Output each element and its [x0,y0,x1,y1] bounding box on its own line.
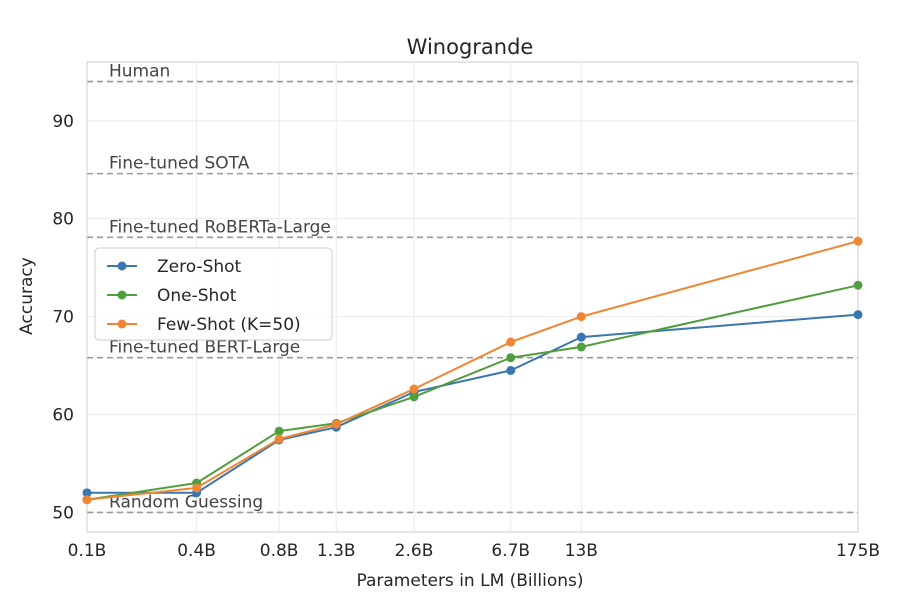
y-tick-label: 70 [52,308,74,328]
series-line [86,240,859,501]
reference-line-label: Human [109,62,170,82]
data-point [576,342,586,352]
legend-box [94,247,333,341]
series-layer [82,236,863,505]
reference-line-label: Fine-tuned SOTA [109,154,250,174]
reference-lines: Human Fine-tuned SOTA Fine-tuned RoBERTa-L… [87,62,858,514]
data-point [274,434,284,444]
legend-swatch-marker [117,261,127,271]
y-tick-label: 60 [52,406,74,426]
x-axis-label: Parameters in LM (Billions) [356,571,583,591]
legend: Zero-Shot One-Shot Few-Shot (K=50) [94,247,333,341]
x-tick-label: 2.6B [395,541,434,561]
y-tick-label: 50 [52,503,74,523]
data-point [506,353,516,363]
legend-label: One-Shot [157,286,237,306]
chart-title: Winogrande [407,35,534,59]
data-point [274,426,284,436]
data-point [576,332,586,342]
y-axis-label: Accuracy [17,257,37,335]
data-point [409,384,419,394]
legend-label: Few-Shot (K=50) [157,315,301,335]
data-point [853,280,863,290]
x-tick-label: 0.8B [260,541,299,561]
reference-line-label: Fine-tuned BERT-Large [109,338,300,358]
series-line [86,284,859,501]
data-point [853,310,863,320]
y-tick-label: 90 [52,112,74,132]
x-tick-label: 0.1B [68,541,107,561]
legend-label: Zero-Shot [157,257,242,277]
legend-swatch-marker [117,319,127,329]
data-point [506,365,516,375]
data-point [409,392,419,402]
tick-labels: 0.1B 0.4B 0.8B 1.3B 2.6B 6.7B 13B 175B 50 60 70 80 9… [52,112,880,561]
data-point [331,419,341,429]
data-point [506,337,516,347]
series-group [82,236,863,505]
data-point [82,488,92,498]
data-point [82,495,92,505]
x-tick-label: 0.4B [177,541,216,561]
legend-swatch-marker [117,290,127,300]
plot-frame [86,61,859,533]
data-point [576,312,586,322]
x-tick-label: 175B [836,541,880,561]
x-tick-label: 1.3B [317,541,356,561]
reference-line-label: Fine-tuned RoBERTa-Large [109,217,331,237]
data-point [192,483,202,493]
x-tick-label: 13B [565,541,598,561]
data-point [853,236,863,246]
y-tick-label: 80 [52,210,74,230]
reference-line-label: Random Guessing [109,492,263,512]
x-tick-label: 6.7B [491,541,530,561]
